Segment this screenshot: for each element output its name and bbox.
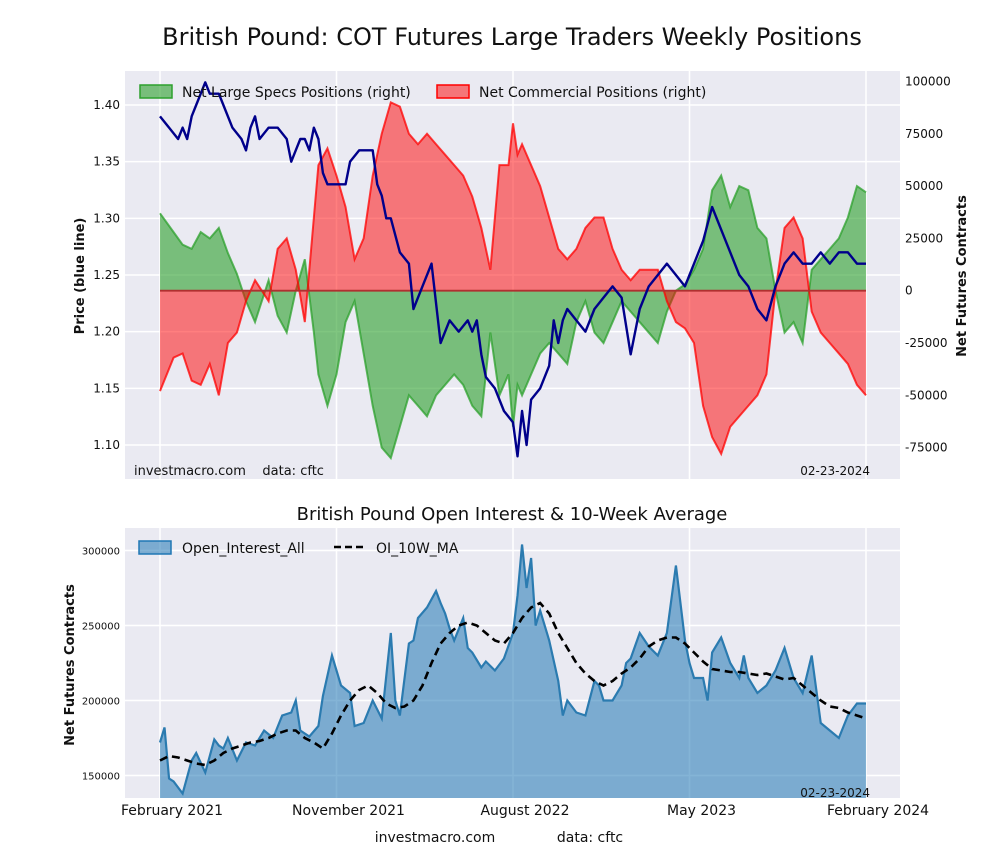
bottom-legend: Open_Interest_All OI_10W_MA <box>138 540 459 557</box>
edge-commercial <box>159 100 867 457</box>
contracts-tick-6: -50000 <box>905 388 948 402</box>
date-tick-3: May 2023 <box>667 803 736 819</box>
price-tick-3: 1.25 <box>93 268 120 282</box>
legend-label-ma: OI_10W_MA <box>376 541 459 557</box>
price-tick-2: 1.20 <box>93 325 120 339</box>
price-axis-ticks: 1.10 1.15 1.20 1.25 1.30 1.35 1.40 <box>93 98 120 452</box>
edge-large-specs <box>159 173 867 461</box>
footer-source: investmacro.com <box>375 830 495 846</box>
oi-axis-label: Net Futures Contracts <box>63 584 78 746</box>
legend-swatch-specs <box>139 84 173 99</box>
open-interest-area <box>158 544 866 798</box>
contracts-tick-4: 0 <box>905 284 913 298</box>
date-tick-4: February 2024 <box>827 803 929 819</box>
top-date-label: 02-23-2024 <box>800 464 870 478</box>
date-axis-ticks: February 2021 November 2021 August 2022 May… <box>121 803 929 819</box>
price-axis-label: Price (blue line) <box>73 218 88 335</box>
contracts-tick-7: -75000 <box>905 441 948 455</box>
contracts-axis-ticks: 100000 75000 50000 25000 0 -25000 -50000 -75000 <box>905 74 951 454</box>
legend-label-oi: Open_Interest_All <box>182 541 305 557</box>
price-series <box>159 81 866 458</box>
contracts-axis-label: Net Futures Contracts <box>955 195 970 357</box>
footer-data: data: cftc <box>557 830 623 846</box>
area-commercial <box>160 102 866 454</box>
legend-label-specs: Net Large Specs Positions (right) <box>182 85 411 101</box>
contracts-tick-3: 25000 <box>905 231 943 245</box>
legend-swatch-commercial <box>436 84 470 99</box>
oi-chart-title: British Pound Open Interest & 10-Week Av… <box>297 504 728 525</box>
top-legend: Net Large Specs Positions (right) Net Co… <box>139 84 706 101</box>
date-tick-1: November 2021 <box>292 803 405 819</box>
price-line <box>159 81 866 458</box>
oi-axis-ticks: 150000 200000 250000 300000 <box>82 547 120 783</box>
price-tick-4: 1.30 <box>93 211 120 225</box>
contracts-tick-5: -25000 <box>905 336 948 350</box>
top-watermark: investmacro.com data: cftc <box>134 464 324 479</box>
price-tick-6: 1.40 <box>93 98 120 112</box>
date-tick-0: February 2021 <box>121 803 223 819</box>
positions-chart: 1.10 1.15 1.20 1.25 1.30 1.35 1.40 100000 75000… <box>73 71 970 479</box>
area-large-specs <box>160 175 866 459</box>
legend-swatch-oi <box>138 540 172 555</box>
contracts-tick-0: 100000 <box>905 74 951 88</box>
price-tick-0: 1.10 <box>93 438 120 452</box>
oi-fill <box>160 544 866 798</box>
open-interest-chart: 150000 200000 250000 300000 Net Futures Con… <box>63 528 900 800</box>
date-tick-2: August 2022 <box>480 803 569 819</box>
oi-tick-3: 300000 <box>82 547 120 558</box>
oi-tick-0: 150000 <box>82 772 120 783</box>
oi-edge <box>158 544 866 796</box>
position-areas <box>159 100 867 461</box>
oi-tick-1: 200000 <box>82 697 120 708</box>
legend-label-commercial: Net Commercial Positions (right) <box>479 85 706 101</box>
oi-tick-2: 250000 <box>82 622 120 633</box>
contracts-tick-2: 50000 <box>905 179 943 193</box>
price-tick-1: 1.15 <box>93 381 120 395</box>
bottom-date-label: 02-23-2024 <box>800 786 870 800</box>
moving-average-line <box>159 601 867 767</box>
price-tick-5: 1.35 <box>93 155 120 169</box>
ma-series <box>159 601 867 767</box>
contracts-tick-1: 75000 <box>905 127 943 141</box>
main-title: British Pound: COT Futures Large Traders… <box>162 23 862 51</box>
